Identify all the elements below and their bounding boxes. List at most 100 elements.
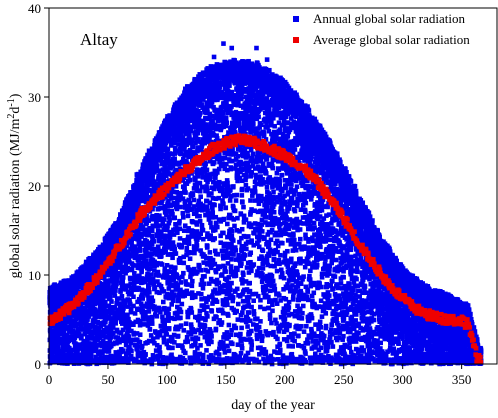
annual-radiation-point (209, 191, 214, 196)
annual-radiation-point (163, 127, 168, 132)
annual-radiation-point (205, 179, 210, 185)
annual-radiation-point (194, 211, 199, 216)
annual-radiation-point (104, 294, 109, 299)
annual-radiation-point (89, 311, 95, 317)
annual-radiation-point (94, 313, 100, 319)
annual-radiation-point (103, 271, 109, 277)
annual-radiation-point (73, 323, 78, 329)
annual-radiation-point (157, 223, 163, 228)
annual-radiation-point (162, 217, 167, 222)
annual-radiation-point (200, 286, 206, 291)
annual-radiation-point (187, 207, 193, 213)
annual-radiation-point (121, 359, 127, 365)
annual-radiation-point (171, 134, 177, 140)
annual-radiation-point (189, 271, 195, 277)
annual-radiation-point (176, 297, 181, 302)
annual-radiation-point (150, 173, 156, 178)
annual-radiation-point (98, 359, 104, 365)
annual-radiation-point (113, 310, 118, 315)
annual-radiation-point (77, 346, 83, 351)
annual-radiation-point (191, 197, 197, 203)
annual-radiation-point (219, 272, 225, 277)
annual-radiation-point (141, 322, 147, 327)
annual-radiation-point (210, 195, 216, 201)
annual-radiation-point (60, 341, 66, 347)
annual-radiation-point (146, 309, 152, 314)
annual-radiation-point (125, 265, 131, 271)
annual-radiation-point (152, 268, 157, 273)
annual-radiation-point (166, 306, 172, 312)
annual-radiation-point (126, 221, 132, 227)
annual-radiation-point (201, 303, 206, 308)
annual-radiation-point (210, 355, 216, 360)
annual-radiation-point (190, 192, 196, 198)
annual-radiation-point (175, 126, 181, 132)
annual-radiation-point (134, 331, 140, 336)
annual-radiation-point (96, 300, 101, 306)
annual-radiation-point (219, 185, 225, 191)
annual-radiation-point (210, 91, 216, 97)
annual-radiation-point (141, 317, 146, 322)
annual-radiation-point (128, 353, 134, 359)
annual-radiation-point (175, 312, 180, 318)
annual-radiation-point (134, 357, 139, 363)
annual-radiation-point (124, 268, 129, 273)
annual-radiation-point (216, 181, 221, 186)
annual-radiation-point (200, 228, 206, 233)
annual-radiation-point (114, 278, 120, 283)
annual-radiation-point (169, 208, 175, 214)
annual-radiation-point (100, 296, 106, 302)
annual-radiation-point (181, 128, 187, 134)
annual-radiation-point (63, 322, 68, 328)
annual-radiation-point (185, 213, 191, 219)
annual-radiation-point (116, 330, 122, 335)
annual-radiation-point (138, 195, 143, 201)
annual-radiation-point (207, 236, 212, 242)
annual-radiation-point (169, 289, 175, 295)
annual-radiation-point (72, 360, 77, 365)
annual-radiation-point (205, 314, 210, 319)
annual-radiation-point (174, 189, 180, 195)
annual-radiation-point (132, 311, 138, 316)
annual-radiation-point (185, 208, 190, 214)
annual-radiation-point (118, 235, 124, 241)
annual-radiation-point (164, 234, 169, 239)
annual-radiation-point (204, 243, 210, 248)
annual-radiation-point (188, 331, 194, 337)
annual-radiation-point (170, 359, 176, 364)
annual-radiation-point (164, 332, 170, 337)
annual-radiation-point (122, 303, 128, 308)
annual-radiation-point (136, 203, 141, 208)
annual-radiation-point (181, 147, 187, 152)
annual-radiation-point (120, 327, 126, 333)
annual-radiation-point (168, 196, 174, 201)
annual-radiation-point (165, 167, 170, 173)
annual-radiation-point (146, 338, 152, 344)
annual-radiation-point (170, 271, 176, 277)
annual-radiation-point (137, 244, 143, 250)
annual-radiation-point (214, 314, 219, 320)
annual-radiation-point (183, 321, 189, 326)
annual-radiation-point (132, 274, 138, 280)
annual-radiation-point (202, 274, 207, 279)
annual-radiation-point (156, 273, 162, 278)
annual-radiation-point (199, 316, 205, 321)
annual-radiation-point (164, 341, 170, 347)
annual-radiation-point (170, 240, 176, 245)
annual-radiation-point (206, 341, 211, 347)
annual-radiation-point (144, 191, 150, 196)
annual-radiation-point (149, 233, 155, 239)
annual-radiation-point (216, 166, 222, 172)
annual-radiation-point (120, 316, 125, 321)
annual-radiation-point (188, 250, 194, 256)
annual-radiation-point (117, 232, 123, 237)
annual-radiation-point (103, 319, 108, 325)
annual-radiation-point (191, 116, 196, 122)
annual-radiation-point (212, 248, 218, 254)
annual-radiation-point (152, 187, 158, 192)
annual-radiation-point (171, 332, 177, 338)
annual-radiation-point (132, 244, 138, 249)
annual-radiation-point (217, 346, 222, 351)
annual-radiation-point (156, 246, 161, 251)
annual-radiation-point (164, 355, 169, 361)
